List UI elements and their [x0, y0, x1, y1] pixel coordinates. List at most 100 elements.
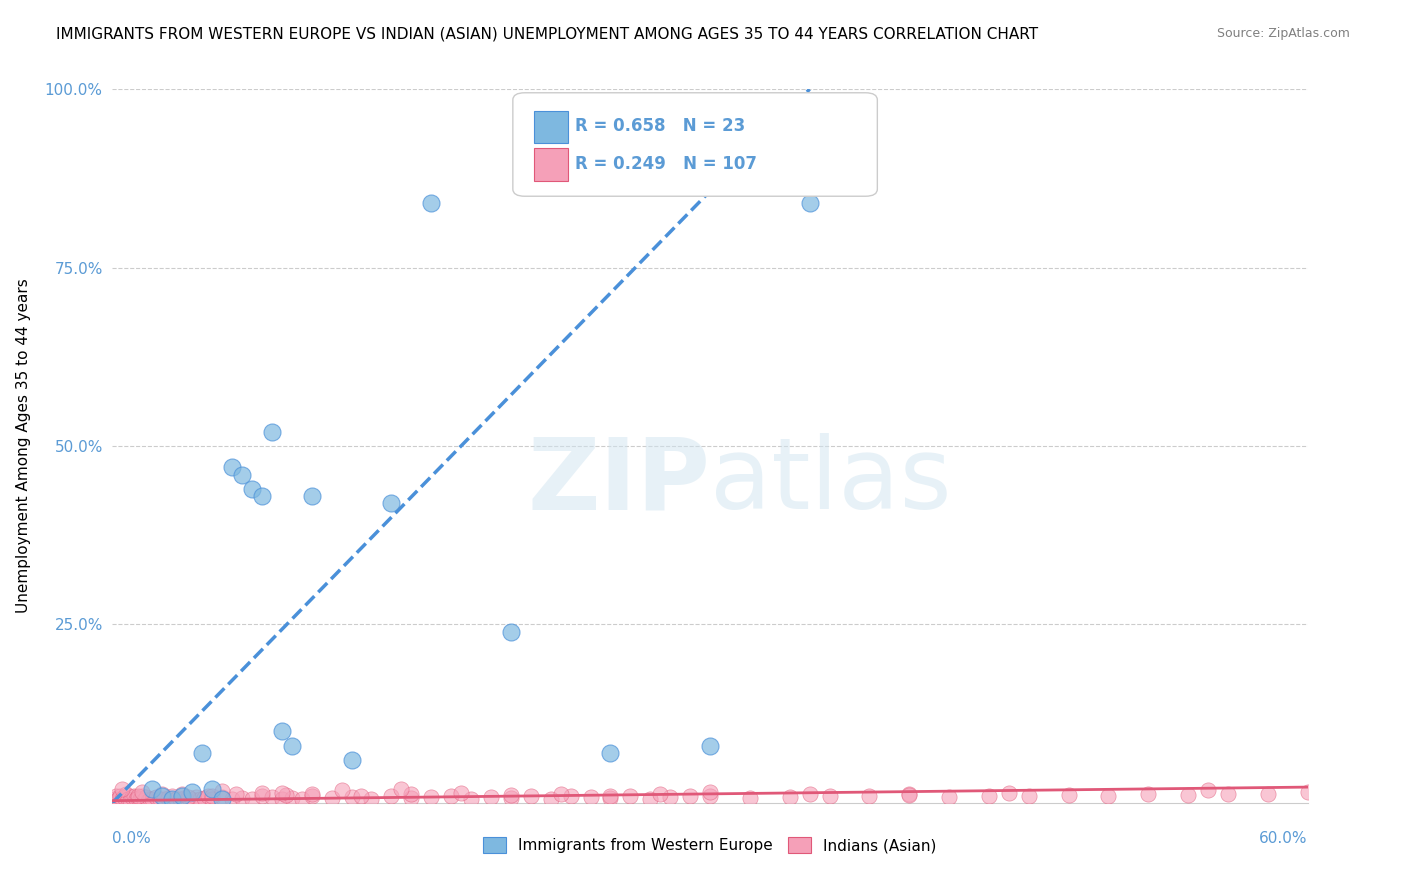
Point — [240, 791, 263, 805]
Point — [221, 792, 243, 806]
Point — [560, 789, 582, 803]
Point — [1018, 789, 1040, 804]
Point — [141, 781, 163, 796]
Point — [260, 790, 283, 805]
Point — [135, 790, 157, 805]
Point — [350, 789, 373, 803]
Point — [550, 787, 572, 801]
Point — [150, 789, 173, 803]
Point — [120, 793, 142, 807]
Point — [479, 790, 502, 805]
Point — [162, 789, 183, 804]
Point — [270, 786, 292, 800]
Point — [699, 739, 721, 753]
Point — [738, 790, 761, 805]
Point — [380, 789, 402, 803]
Point — [301, 789, 323, 804]
Point — [1197, 783, 1219, 797]
Point — [779, 790, 801, 805]
Point — [231, 790, 253, 805]
Point — [211, 790, 233, 805]
Text: IMMIGRANTS FROM WESTERN EUROPE VS INDIAN (ASIAN) UNEMPLOYMENT AMONG AGES 35 TO 4: IMMIGRANTS FROM WESTERN EUROPE VS INDIAN… — [56, 27, 1039, 42]
Point — [153, 792, 176, 806]
Point — [301, 787, 323, 801]
Text: R = 0.249   N = 107: R = 0.249 N = 107 — [575, 155, 756, 173]
Point — [211, 792, 233, 806]
Point — [340, 790, 363, 805]
Text: atlas: atlas — [710, 434, 952, 530]
Point — [125, 792, 148, 806]
Point — [111, 781, 134, 796]
Y-axis label: Unemployment Among Ages 35 to 44 years: Unemployment Among Ages 35 to 44 years — [15, 278, 31, 614]
Point — [579, 790, 602, 805]
Point — [420, 196, 443, 211]
Legend: Immigrants from Western Europe, Indians (Asian): Immigrants from Western Europe, Indians … — [477, 831, 943, 859]
Point — [401, 790, 423, 805]
Point — [201, 781, 224, 796]
Point — [121, 790, 143, 805]
Point — [197, 789, 219, 804]
Point — [420, 790, 443, 805]
Point — [105, 789, 128, 803]
Text: Source: ZipAtlas.com: Source: ZipAtlas.com — [1216, 27, 1350, 40]
Point — [162, 792, 183, 806]
Point — [321, 790, 343, 805]
Point — [599, 746, 621, 760]
Text: R = 0.658   N = 23: R = 0.658 N = 23 — [575, 118, 745, 136]
Point — [191, 746, 214, 760]
Point — [360, 791, 382, 805]
Point — [977, 789, 1000, 803]
Point — [640, 791, 662, 805]
Point — [440, 789, 463, 804]
FancyBboxPatch shape — [513, 93, 877, 196]
Point — [145, 790, 167, 805]
Point — [150, 787, 173, 801]
Point — [281, 790, 304, 805]
Point — [499, 790, 522, 805]
Point — [173, 790, 195, 805]
Point — [193, 790, 215, 805]
Point — [340, 753, 363, 767]
Point — [211, 784, 233, 798]
Point — [898, 788, 921, 802]
Point — [389, 781, 412, 796]
Point — [540, 791, 562, 805]
Point — [260, 425, 283, 439]
Bar — [534, 148, 568, 180]
Point — [460, 791, 482, 805]
Point — [129, 791, 152, 805]
Point — [599, 790, 621, 805]
Point — [998, 786, 1021, 800]
Point — [380, 496, 402, 510]
Point — [127, 789, 149, 803]
Text: ZIP: ZIP — [527, 434, 710, 530]
Point — [149, 791, 172, 805]
Point — [117, 791, 139, 805]
Point — [520, 789, 543, 804]
Point — [270, 724, 292, 739]
Point — [188, 792, 211, 806]
Point — [301, 489, 323, 503]
Point — [131, 785, 153, 799]
Point — [401, 787, 423, 801]
Point — [858, 789, 880, 804]
Text: 60.0%: 60.0% — [1260, 831, 1308, 847]
Point — [225, 787, 247, 801]
Point — [177, 793, 200, 807]
Point — [1057, 788, 1080, 802]
Point — [201, 791, 224, 805]
Point — [114, 790, 135, 805]
Point — [270, 791, 292, 805]
Point — [291, 792, 314, 806]
Point — [131, 789, 153, 804]
Point — [274, 788, 297, 802]
Point — [181, 791, 204, 805]
Point — [141, 792, 163, 806]
Point — [201, 789, 224, 803]
Point — [165, 791, 187, 805]
Point — [169, 792, 191, 806]
Point — [124, 789, 146, 803]
Point — [1177, 788, 1199, 802]
Text: 0.0%: 0.0% — [112, 831, 152, 847]
Point — [115, 787, 138, 801]
